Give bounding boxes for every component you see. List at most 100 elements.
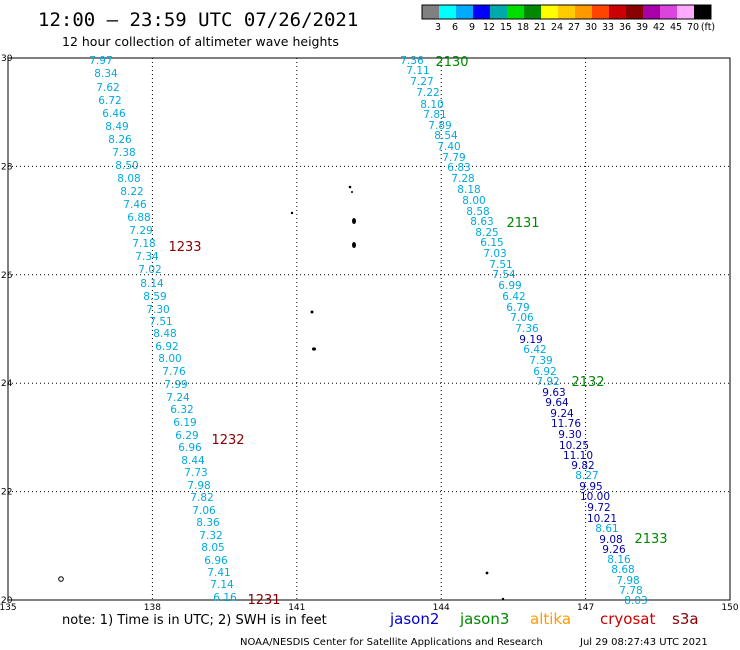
wave-height-value: 9.24	[550, 408, 574, 420]
satellite-legend: jason2 jason3 altika cryosat s3a	[389, 610, 699, 628]
colorbar-swatch	[609, 5, 626, 19]
colorbar-swatch	[456, 5, 473, 19]
island-mark	[58, 576, 64, 582]
satellite-legend-item: cryosat	[600, 610, 655, 628]
wave-height-value: 6.42	[523, 344, 546, 356]
satellite-legend-item: jason3	[459, 610, 509, 628]
wave-height-value: 10.00	[580, 491, 610, 503]
wave-height-value: 7.54	[492, 269, 516, 281]
colorbar-swatch	[558, 5, 575, 19]
wave-height-value: 8.16	[607, 554, 631, 566]
wave-height-value: 8.48	[153, 328, 176, 340]
wave-height-value: 10.21	[587, 513, 617, 525]
wave-height-value: 6.19	[173, 417, 196, 429]
wave-height-value: 7.14	[210, 579, 234, 591]
wave-height-value: 6.16	[213, 592, 237, 604]
wave-height-value: 7.22	[416, 87, 439, 99]
island-mark	[310, 310, 314, 314]
y-tick-label: 28	[1, 162, 13, 172]
wave-height-value: 6.46	[102, 108, 126, 120]
wave-height-value: 8.68	[611, 564, 634, 576]
wave-height-value: 9.19	[519, 334, 542, 346]
colorbar-swatch	[490, 5, 507, 19]
wave-height-value: 7.73	[184, 467, 207, 479]
y-tick-label: 22	[1, 488, 12, 498]
wave-height-value: 7.39	[529, 355, 552, 367]
wave-height-value: 8.26	[108, 134, 132, 146]
wave-height-value: 7.06	[192, 505, 216, 517]
wave-height-value: 8.59	[143, 291, 166, 303]
wave-height-value: 8.25	[475, 227, 498, 239]
island-mark	[352, 218, 356, 224]
wave-height-value: 8.34	[94, 68, 118, 80]
wave-height-value: 11.10	[563, 450, 593, 462]
wave-height-value: 6.92	[155, 341, 178, 353]
wave-height-value: 10.25	[559, 440, 589, 452]
colorbar-label: 70	[687, 22, 699, 33]
wave-height-value: 7.24	[166, 392, 190, 404]
wave-height-value: 9.64	[545, 397, 569, 409]
pass-number-label: 1233	[168, 240, 201, 255]
pass-number-label: 2131	[506, 216, 539, 231]
wave-height-value: 6.88	[127, 212, 150, 224]
y-tick-label: 24	[1, 379, 13, 389]
wave-height-value: 6.96	[178, 442, 202, 454]
x-tick-label: 150	[721, 603, 738, 613]
x-tick-label: 141	[288, 603, 305, 613]
colorbar-label: 18	[517, 22, 529, 33]
colorbar-label: 33	[602, 22, 614, 33]
wave-height-value: 6.79	[506, 302, 529, 314]
plot-frame	[7, 57, 731, 601]
wave-height-value: 6.15	[480, 237, 503, 249]
pass-number-label: 1231	[247, 593, 280, 608]
wave-height-value: 7.03	[483, 248, 506, 260]
wave-height-value: 7.46	[123, 199, 147, 211]
wave-height-value: 9.82	[571, 460, 594, 472]
colorbar-legend: 3 6 9 12 15 18 21 24 27 30 33 36 39 42 45 70 (ft)	[421, 4, 715, 33]
wave-height-value: 9.30	[558, 429, 581, 441]
wave-height-value: 8.03	[624, 595, 647, 607]
wave-height-value: 7.51	[149, 316, 172, 328]
colorbar-swatch	[507, 5, 524, 19]
land-islands	[58, 185, 505, 601]
wave-height-value: 6.99	[498, 280, 521, 292]
chart-subtitle: 12 hour collection of altimeter wave hei…	[62, 34, 339, 49]
colorbar-swatch	[524, 5, 541, 19]
colorbar-swatch	[592, 5, 609, 19]
wave-height-value: 7.98	[187, 480, 210, 492]
colorbar-swatch	[422, 5, 439, 19]
wave-height-value: 8.58	[466, 206, 489, 218]
satellite-legend-item: altika	[530, 610, 571, 628]
colorbar-swatch	[677, 5, 694, 19]
wave-height-value: 7.76	[162, 366, 186, 378]
wave-height-value: 8.00	[462, 195, 485, 207]
wave-height-value: 8.63	[470, 216, 493, 228]
wave-height-value: 8.08	[117, 173, 140, 185]
wave-height-value: 8.61	[595, 523, 618, 535]
credit-text: NOAA/NESDIS Center for Satellite Applica…	[240, 637, 543, 648]
island-mark	[348, 185, 352, 189]
pass-labels: 1233 1232 1231 2130 2131 2132 2133	[168, 55, 667, 608]
colorbar-label: (ft)	[701, 22, 715, 33]
colorbar-label: 12	[483, 22, 495, 33]
colorbar-swatch	[473, 5, 490, 19]
wave-height-value: 6.42	[502, 291, 525, 303]
colorbar-label: 3	[435, 22, 441, 33]
wave-height-value: 8.50	[115, 160, 138, 172]
wave-height-value: 7.34	[135, 251, 159, 263]
wave-height-value: 11.76	[551, 418, 581, 430]
wave-height-value: 6.32	[170, 404, 193, 416]
colorbar-swatch	[626, 5, 643, 19]
wave-height-value: 7.78	[619, 585, 642, 597]
island-mark	[351, 191, 353, 193]
satellite-legend-item: jason2	[389, 610, 439, 628]
island-mark	[290, 211, 294, 215]
colorbar-label: 45	[670, 22, 682, 33]
wave-height-value: 8.05	[201, 542, 224, 554]
pass-number-label: 2133	[634, 532, 667, 547]
wave-height-value: 9.26	[602, 544, 626, 556]
colorbar-frame	[421, 4, 712, 20]
wave-height-value: 7.18	[132, 238, 155, 250]
x-tick-label: 147	[577, 603, 594, 613]
wave-height-value: 9.63	[542, 387, 565, 399]
